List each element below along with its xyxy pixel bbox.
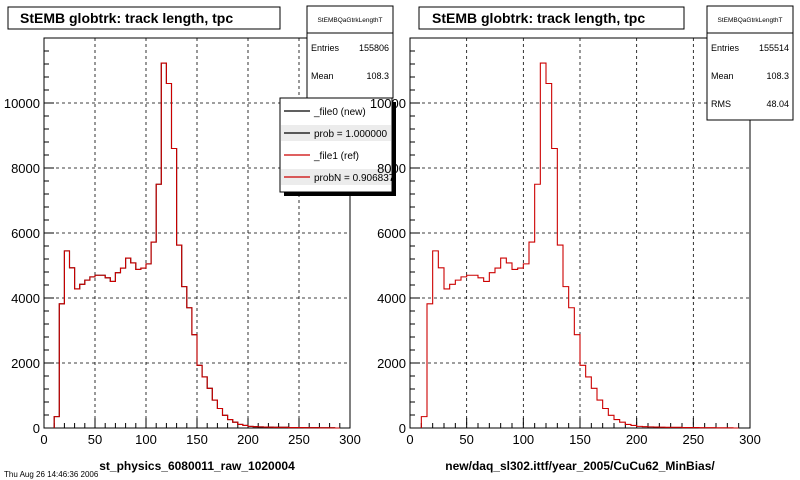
x-tick-label: 150 — [186, 432, 208, 447]
x-tick-label: 250 — [682, 432, 704, 447]
stats-value: 108.3 — [366, 71, 389, 81]
x-tick-label: 100 — [512, 432, 534, 447]
legend-row-shade — [281, 169, 391, 185]
chart-title: StEMB globtrk: track length, tpc — [20, 10, 233, 26]
histogram-series-file1-ref — [53, 62, 340, 429]
legend: _file0 (new) prob = 1.000000 _file1 (ref) p… — [279, 97, 395, 193]
stats-label: Entries — [311, 43, 340, 53]
stats-label: Entries — [711, 43, 740, 53]
chart-title: StEMB globtrk: track length, tpc — [432, 10, 645, 26]
stats-label: Mean — [711, 71, 734, 81]
y-tick-label: 10000 — [370, 96, 406, 111]
x-tick-label: 250 — [288, 432, 310, 447]
x-tick-label: 200 — [237, 432, 259, 447]
histogram-panel-2: 0 50 100 150 200 250 300 0 2000 4000 6000 8000 10000… — [370, 5, 794, 473]
x-tick-label: 0 — [40, 432, 47, 447]
legend-entry: _file1 (ref) — [313, 151, 359, 162]
y-tick-label: 4000 — [377, 291, 406, 306]
stats-value: 108.3 — [766, 71, 789, 81]
stats-label: Mean — [311, 71, 334, 81]
x-tick-label: 200 — [626, 432, 648, 447]
y-tick-label: 10000 — [4, 96, 40, 111]
x-tick-label: 150 — [569, 432, 591, 447]
legend-entry: _file0 (new) — [313, 107, 366, 118]
x-tick-label: 50 — [88, 432, 102, 447]
footer-timestamp: Thu Aug 26 14:46:36 2006 — [4, 470, 99, 479]
stats-value: 48.04 — [766, 99, 789, 109]
stats-value: 155806 — [359, 43, 389, 53]
histogram-panel-1: 0 50 100 150 200 250 300 0 2000 4000 6000 8000 10000… — [4, 5, 396, 473]
x-tick-label: 100 — [135, 432, 157, 447]
y-tick-label: 8000 — [377, 161, 406, 176]
x-axis-label: new/daq_sl302.ittf/year_2005/CuCu62_MinB… — [445, 459, 715, 473]
title-box — [7, 6, 281, 30]
legend-entry: probN = 0.906837 — [314, 173, 395, 184]
x-tick-label: 300 — [739, 432, 761, 447]
y-tick-label: 6000 — [377, 226, 406, 241]
histogram-series-file1-ref — [420, 62, 739, 429]
stats-value: 155514 — [759, 43, 789, 53]
y-tick-label: 0 — [33, 421, 40, 436]
stats-box — [706, 5, 794, 121]
y-tick-label: 6000 — [11, 226, 40, 241]
y-tick-label: 8000 — [11, 161, 40, 176]
y-tick-label: 4000 — [11, 291, 40, 306]
y-tick-label: 2000 — [377, 356, 406, 371]
legend-row-shade — [281, 125, 391, 141]
title-box — [418, 6, 685, 30]
x-tick-label: 0 — [406, 432, 413, 447]
stats-label: RMS — [711, 99, 731, 109]
stats-box — [306, 5, 394, 99]
y-tick-label: 2000 — [11, 356, 40, 371]
stats-title: StEMBQaGtrkLengthT — [717, 17, 782, 24]
x-tick-label: 300 — [339, 432, 361, 447]
legend-entry: prob = 1.000000 — [314, 129, 388, 140]
y-tick-label: 0 — [399, 421, 406, 436]
x-tick-label: 50 — [459, 432, 473, 447]
x-axis-label: st_physics_6080011_raw_1020004 — [99, 459, 295, 473]
stats-title: StEMBQaGtrkLengthT — [317, 17, 382, 24]
